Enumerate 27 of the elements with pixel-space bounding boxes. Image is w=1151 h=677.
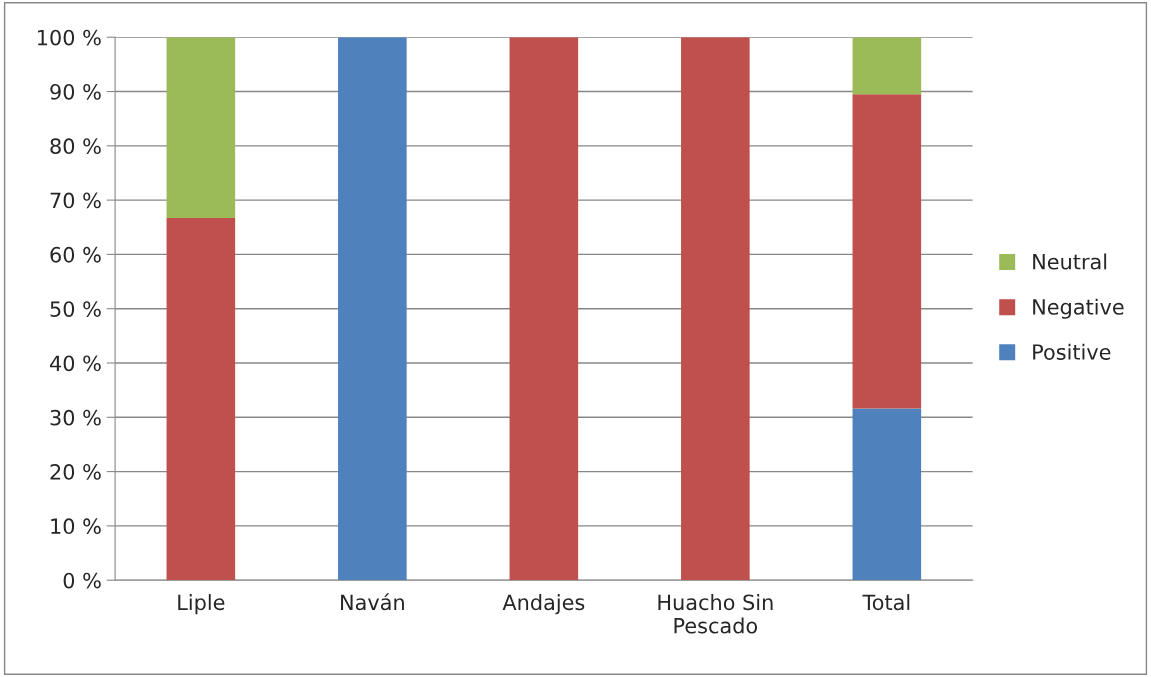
y-tick-label: 100 %	[38, 29, 101, 46]
bar	[852, 408, 922, 581]
x-tick-label: Total	[862, 594, 910, 611]
x-tick-label: Huacho Sin Pescado	[658, 594, 773, 634]
bar	[681, 37, 750, 581]
y-tick-label: 0 %	[63, 572, 101, 589]
bar	[852, 37, 922, 95]
y-tick-label: 70 %	[50, 192, 101, 209]
bar	[509, 37, 579, 581]
y-tick-label: 20 %	[50, 464, 101, 480]
legend-label: Neutral	[1033, 253, 1107, 270]
bar	[166, 37, 236, 219]
y-tick-label: 90 %	[50, 83, 101, 100]
bar	[166, 218, 236, 581]
x-tick-label: Andajes	[502, 594, 585, 615]
legend-label: Negative	[1033, 298, 1124, 319]
y-tick-label: 80 %	[50, 138, 101, 155]
bar	[852, 94, 922, 409]
y-tick-label: 50 %	[50, 301, 101, 317]
y-tick-label: 60 %	[50, 246, 101, 263]
x-tick-label: Naván	[341, 593, 404, 611]
y-tick-label: 10 %	[51, 518, 101, 535]
bar	[338, 37, 407, 581]
y-tick-label: 30 %	[50, 409, 101, 426]
y-tick-label: 40 %	[50, 355, 101, 372]
x-tick-label: Liple	[178, 594, 225, 615]
legend-label: Positive	[1033, 343, 1111, 360]
